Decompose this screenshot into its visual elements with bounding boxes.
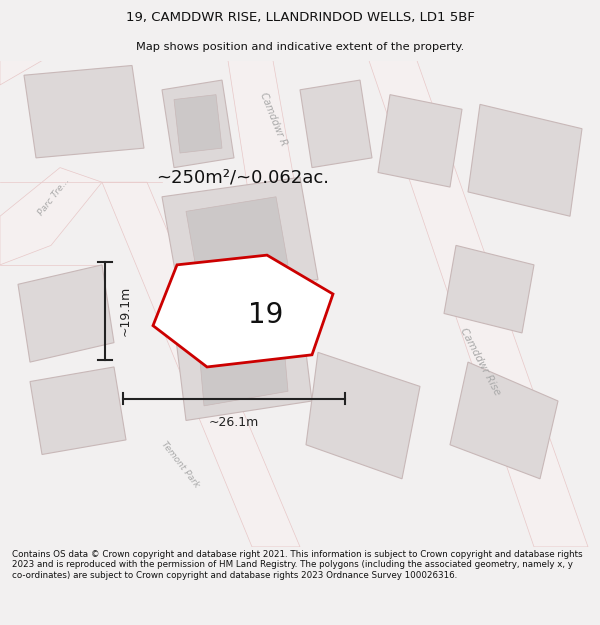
Polygon shape (102, 182, 300, 547)
Polygon shape (378, 94, 462, 187)
Polygon shape (18, 265, 114, 362)
Polygon shape (306, 352, 420, 479)
Text: Contains OS data © Crown copyright and database right 2021. This information is : Contains OS data © Crown copyright and d… (12, 550, 583, 580)
Polygon shape (174, 94, 222, 153)
Text: Map shows position and indicative extent of the property.: Map shows position and indicative extent… (136, 42, 464, 52)
Polygon shape (198, 323, 288, 406)
Polygon shape (24, 66, 144, 158)
Text: Parc Tre...: Parc Tre... (37, 176, 71, 217)
Polygon shape (30, 367, 126, 454)
Text: 19, CAMDDWR RISE, LLANDRINDOD WELLS, LD1 5BF: 19, CAMDDWR RISE, LLANDRINDOD WELLS, LD1… (125, 11, 475, 24)
Polygon shape (0, 61, 42, 85)
Polygon shape (228, 61, 297, 197)
Polygon shape (450, 362, 558, 479)
Polygon shape (174, 304, 312, 421)
Text: Camddwr Rise: Camddwr Rise (458, 327, 502, 398)
Polygon shape (162, 80, 234, 168)
Polygon shape (186, 197, 288, 279)
Polygon shape (300, 80, 372, 168)
Polygon shape (0, 168, 102, 265)
Text: Temont Park: Temont Park (159, 439, 201, 489)
Polygon shape (153, 255, 333, 367)
Text: ~250m²/~0.062ac.: ~250m²/~0.062ac. (156, 168, 329, 186)
Polygon shape (468, 104, 582, 216)
Text: Camddwr R: Camddwr R (258, 91, 288, 147)
Text: ~19.1m: ~19.1m (118, 286, 131, 336)
Text: 19: 19 (248, 301, 283, 329)
Text: ~26.1m: ~26.1m (209, 416, 259, 429)
Polygon shape (162, 177, 318, 299)
Polygon shape (369, 61, 588, 547)
Polygon shape (444, 246, 534, 333)
